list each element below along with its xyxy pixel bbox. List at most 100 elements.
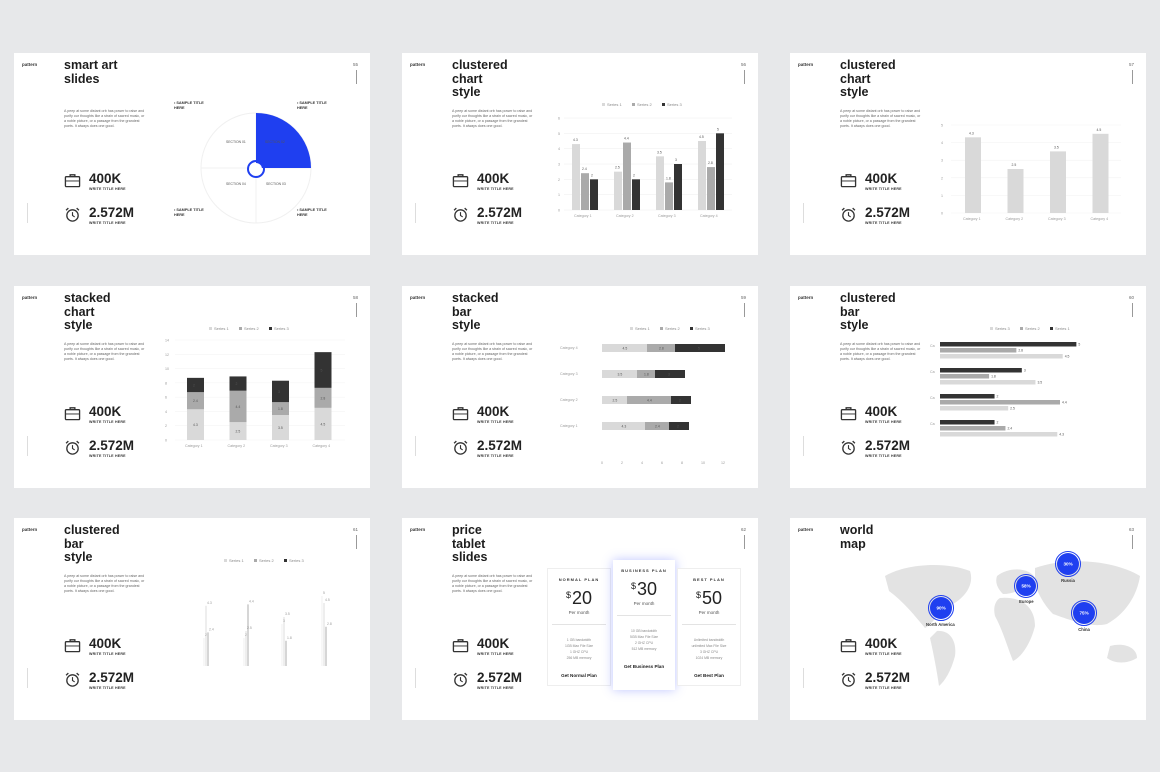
stat-value: 2.572M: [477, 670, 523, 685]
plan-cta-button[interactable]: Get Best Plan: [694, 673, 724, 678]
data-label: 4.5: [321, 422, 326, 426]
page-number: 62: [740, 527, 746, 532]
data-label: 2.5: [236, 430, 241, 434]
y-tick-label: 14: [165, 339, 169, 343]
bar-segment: [645, 422, 669, 430]
briefcase-icon: [452, 637, 469, 654]
plan-price: $20: [548, 588, 610, 609]
slide-thumbnail[interactable]: pattern 60 clustered bar style A peep at so…: [790, 286, 1146, 488]
slide-thumbnail[interactable]: pattern 59 stacked bar style A peep at some…: [402, 286, 758, 488]
slide-thumbnail[interactable]: pattern 58 stacked chart style A peep at so…: [14, 286, 370, 488]
plan-cta-button[interactable]: Get Normal Plan: [561, 673, 597, 678]
stat-value: 2.572M: [477, 438, 523, 453]
data-label: 2: [236, 382, 238, 386]
legend-label: Series 2: [244, 326, 259, 331]
center-hole: [250, 163, 262, 175]
bar: [940, 394, 995, 399]
slide-thumbnail[interactable]: pattern 57 clustered chart style A peep at …: [790, 53, 1146, 255]
alarm-clock-icon: [64, 439, 81, 456]
legend-swatch: [1020, 327, 1023, 330]
page-indicator-bar: [1132, 70, 1133, 84]
sample-title-label: • SAMPLE TITLE HERE: [174, 208, 204, 217]
data-label: 2.8: [659, 347, 664, 351]
bar: [581, 173, 589, 210]
stat-item: 400K WRITE TITLE HERE: [452, 636, 562, 660]
continent-shape: [1035, 561, 1140, 626]
slide-thumbnail[interactable]: pattern 55 smart art slides A peep at some …: [14, 53, 370, 255]
stat-item: 400K WRITE TITLE HERE: [840, 636, 950, 660]
stat-caption: WRITE TITLE HERE: [865, 221, 902, 225]
pricing-card[interactable]: BUSINESS PLAN $30 Per month 10 GB bandwidth…: [613, 560, 675, 690]
page-indicator-bar: [744, 303, 745, 317]
brand-label: pattern: [22, 295, 38, 300]
bar: [940, 368, 1022, 373]
data-label: 2: [997, 395, 999, 399]
data-label: 2.4: [582, 167, 587, 171]
stat-value: 400K: [865, 636, 898, 651]
x-tick-label: 6: [661, 461, 663, 465]
side-decoration: [27, 668, 28, 688]
marker-circle: [930, 597, 952, 619]
bar: [940, 406, 1009, 411]
pricing-card[interactable]: NORMAL PLAN $20 Per month 1 GB bandwidth 1G…: [547, 568, 611, 686]
y-tick-label: Ca: [930, 344, 935, 348]
stat-item: 400K WRITE TITLE HERE: [452, 171, 562, 195]
data-label: 5: [717, 127, 719, 131]
slide-thumbnail[interactable]: pattern 62 price tablet slides A peep at so…: [402, 518, 758, 720]
y-tick-label: 4: [941, 141, 943, 145]
stat-caption: WRITE TITLE HERE: [89, 187, 126, 191]
side-decoration: [415, 203, 416, 223]
x-tick-label: Category 3: [658, 214, 676, 218]
marker-ring: [1055, 551, 1081, 577]
page-indicator-bar: [1132, 535, 1133, 549]
slide-thumbnail[interactable]: pattern 63 world map 400K WRITE TITLE HERE 2.…: [790, 518, 1146, 720]
stat-caption: WRITE TITLE HERE: [477, 420, 514, 424]
stat-value: 2.572M: [477, 205, 523, 220]
marker-ring: [1014, 574, 1038, 598]
x-tick-label: 4: [641, 461, 643, 465]
legend-label: Series 2: [259, 558, 274, 563]
bar-segment: [655, 370, 685, 378]
stat-item: 2.572M WRITE TITLE HERE: [840, 438, 950, 462]
stat-caption: WRITE TITLE HERE: [477, 686, 514, 690]
marker-percent: 58%: [1022, 584, 1031, 589]
stat-value: 400K: [477, 636, 510, 651]
bar: [940, 400, 1060, 405]
bar-segment: [314, 387, 332, 408]
data-label: 3.5: [1037, 381, 1042, 385]
slide-thumbnail[interactable]: pattern 56 clustered chart style A peep at …: [402, 53, 758, 255]
plan-features: Unlimited bandwidth unlimited Max File S…: [691, 638, 727, 660]
y-tick-label: 0: [558, 209, 560, 213]
data-label: 3.5: [657, 150, 662, 154]
bar-segment: [314, 352, 332, 388]
legend-label: Series 3: [289, 558, 304, 563]
bar-segment: [602, 344, 647, 352]
data-label: 4.3: [573, 138, 578, 142]
briefcase-icon: [840, 405, 857, 422]
y-tick-label: 8: [165, 381, 167, 385]
pricing-card[interactable]: BEST PLAN $50 Per month Unlimited bandwidth…: [677, 568, 741, 686]
y-tick-label: 3: [941, 159, 943, 163]
description-text: A peep at some distant orb has power to …: [840, 342, 921, 361]
currency-symbol: $: [565, 590, 571, 600]
side-decoration: [803, 668, 804, 688]
sample-title-label: • SAMPLE TITLE HERE: [297, 101, 327, 110]
bar: [632, 179, 640, 210]
bar-segment: [229, 390, 247, 423]
plan-price: $30: [613, 579, 675, 600]
stat-caption: WRITE TITLE HERE: [89, 652, 126, 656]
y-tick-label: 10: [165, 367, 169, 371]
data-label: 4.5: [1097, 128, 1102, 132]
bar: [940, 342, 1077, 347]
briefcase-icon: [840, 637, 857, 654]
y-tick-label: 12: [165, 353, 169, 357]
bar-segment: [671, 396, 691, 404]
alarm-clock-icon: [64, 206, 81, 223]
x-tick-label: Category 2: [1006, 217, 1024, 221]
plan-cta-button[interactable]: Get Business Plan: [623, 664, 665, 669]
marker-ring: [928, 595, 954, 621]
y-tick-label: 6: [558, 117, 560, 121]
data-label: 3: [675, 158, 677, 162]
slide-thumbnail[interactable]: pattern 61 clustered bar style A peep at so…: [14, 518, 370, 720]
